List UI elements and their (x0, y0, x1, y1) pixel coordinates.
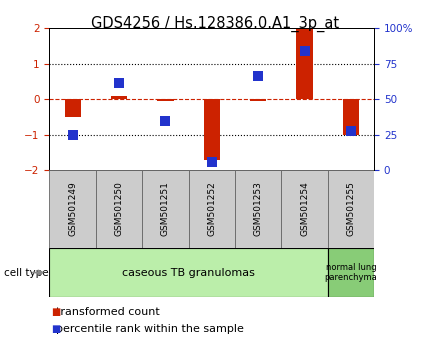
Bar (96, 170, 142, 248)
Point (209, 159, 215, 165)
Point (69, 132, 76, 137)
Text: GSM501250: GSM501250 (114, 181, 123, 236)
Bar (111, 96, 127, 99)
Text: GSM501252: GSM501252 (207, 182, 216, 236)
Bar (142, 170, 189, 248)
Bar (64, 99, 81, 117)
Point (116, 80, 123, 86)
Bar (328, 170, 374, 248)
Text: GSM501253: GSM501253 (254, 181, 263, 236)
Text: normal lung
parenchyma: normal lung parenchyma (325, 263, 377, 282)
Text: GDS4256 / Hs.128386.0.A1_3p_at: GDS4256 / Hs.128386.0.A1_3p_at (91, 16, 339, 32)
Bar (49, 170, 96, 248)
Text: GSM501254: GSM501254 (300, 182, 309, 236)
Text: percentile rank within the sample: percentile rank within the sample (49, 324, 244, 334)
Text: GSM501251: GSM501251 (161, 181, 170, 236)
Bar (49, 248, 328, 297)
Text: cell type: cell type (4, 268, 49, 278)
Bar (157, 99, 174, 101)
Text: ■: ■ (52, 324, 61, 334)
Bar (281, 170, 328, 248)
Point (347, 128, 354, 134)
Bar (296, 28, 313, 99)
Text: GSM501255: GSM501255 (347, 181, 356, 236)
Point (162, 118, 169, 124)
Bar (204, 99, 220, 160)
Bar (235, 170, 281, 248)
Point (301, 48, 308, 54)
Bar (328, 248, 374, 297)
Point (255, 73, 261, 79)
Text: transformed count: transformed count (49, 307, 160, 316)
Text: caseous TB granulomas: caseous TB granulomas (122, 268, 255, 278)
Text: GSM501249: GSM501249 (68, 182, 77, 236)
Bar (343, 99, 359, 135)
Bar (250, 99, 266, 101)
Text: ■: ■ (52, 307, 61, 316)
Bar (189, 170, 235, 248)
